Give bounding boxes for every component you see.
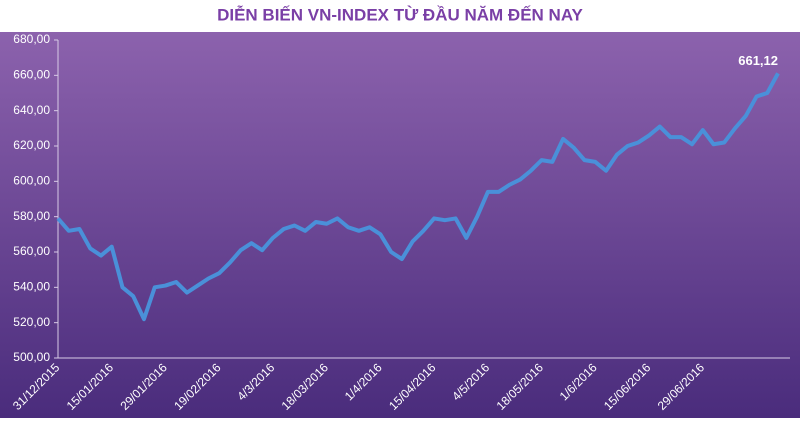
title-bar xyxy=(0,0,800,32)
y-tick-label: 600,00 xyxy=(13,174,50,188)
y-tick-label: 560,00 xyxy=(13,244,50,258)
y-tick-label: 680,00 xyxy=(13,32,50,46)
data-label: 661,12 xyxy=(738,53,778,68)
y-tick-label: 520,00 xyxy=(13,315,50,329)
y-tick-label: 620,00 xyxy=(13,138,50,152)
plot-background xyxy=(0,32,800,418)
chart-title: DIỄN BIẾN VN-INDEX TỪ ĐẦU NĂM ĐẾN NAY xyxy=(217,5,583,24)
y-tick-label: 500,00 xyxy=(13,350,50,364)
y-tick-label: 540,00 xyxy=(13,280,50,294)
y-tick-label: 640,00 xyxy=(13,103,50,117)
line-series xyxy=(56,72,780,322)
y-tick-label: 660,00 xyxy=(13,68,50,82)
y-tick-label: 580,00 xyxy=(13,209,50,223)
